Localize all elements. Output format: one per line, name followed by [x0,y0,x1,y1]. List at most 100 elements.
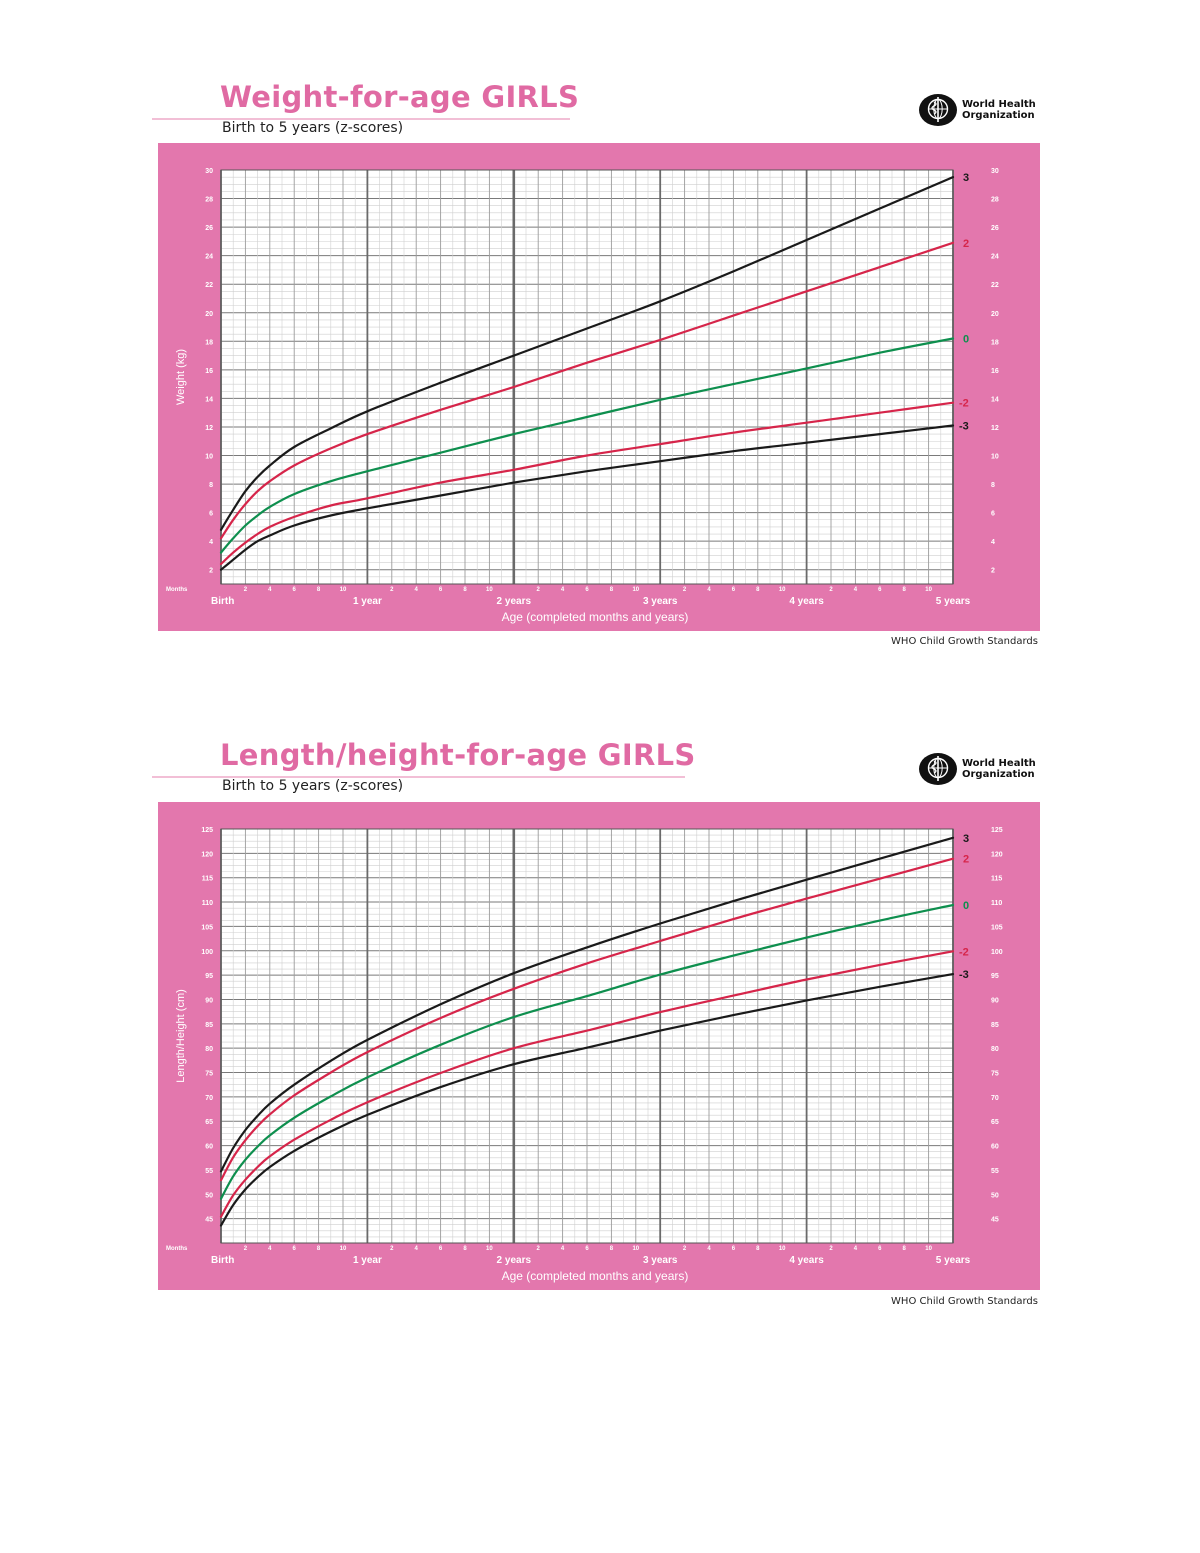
month-tick-label: 10 [340,587,347,593]
month-tick-label: 6 [732,587,736,593]
org-name-line2: Organization [962,769,1035,780]
z-score-label: -2 [959,946,969,958]
y-tick-label-left: 110 [202,900,213,907]
y-tick-label-left: 100 [201,949,213,956]
year-tick-label: 5 years [936,1255,971,1266]
z-score-label: 0 [963,900,969,912]
y-axis-label: Length/Height (cm) [175,989,187,1083]
footer-credit: WHO Child Growth Standards [891,636,1038,647]
month-tick-label: 2 [390,1246,394,1252]
z-score-line-3 [219,836,955,1173]
month-tick-label: 8 [903,587,907,593]
month-tick-label: 8 [317,1246,321,1252]
month-tick-label: 2 [537,1246,541,1252]
month-tick-label: 2 [683,587,687,593]
y-tick-label-right: 2 [991,568,995,575]
month-tick-label: 6 [585,1246,589,1252]
y-tick-label-left: 45 [205,1217,213,1224]
y-tick-label-right: 60 [991,1144,999,1151]
month-tick-label: 2 [390,587,394,593]
y-tick-label-left: 125 [201,827,213,834]
y-tick-label-left: 4 [209,539,213,546]
z-score-label: 2 [963,238,969,250]
y-tick-label-left: 120 [201,851,213,858]
grid [220,169,954,585]
y-tick-label-right: 22 [991,282,999,289]
z-score-line-0 [219,903,955,1200]
z-score-line--3 [219,973,955,1227]
y-tick-label-right: 90 [991,997,999,1004]
y-tick-label-right: 55 [991,1168,999,1175]
month-tick-label: 8 [463,587,467,593]
z-score-label: -3 [959,969,969,981]
y-tick-label-left: 20 [205,311,213,318]
y-tick-label-left: 16 [205,368,213,375]
y-tick-label-left: 115 [202,876,213,883]
chart-subtitle: Birth to 5 years (z-scores) [222,778,404,794]
y-tick-label-right: 120 [991,851,1003,858]
z-score-label: 2 [963,854,969,866]
title-underline [152,776,685,778]
z-score-label: 3 [963,833,969,845]
org-name-line1: World Health [962,758,1036,769]
month-tick-label: 4 [561,1246,565,1252]
y-tick-label-right: 8 [991,482,995,489]
y-tick-label-right: 70 [991,1095,999,1102]
y-tick-label-right: 24 [991,254,999,261]
year-tick-label: 2 years [497,596,532,607]
y-tick-label-right: 45 [991,1217,999,1224]
z-score-label: 3 [963,172,969,184]
y-tick-label-left: 60 [205,1144,213,1151]
month-tick-label: 6 [439,587,443,593]
y-tick-label-left: 50 [205,1192,213,1199]
chart-subtitle: Birth to 5 years (z-scores) [222,120,404,136]
y-tick-label-left: 85 [205,1022,213,1029]
y-tick-label-left: 2 [209,568,213,575]
month-tick-label: 4 [561,587,565,593]
year-tick-label: Birth [211,596,234,607]
y-tick-label-right: 30 [991,168,999,175]
y-tick-label-right: 105 [991,924,1003,931]
year-tick-label: 3 years [643,596,678,607]
z-score-line--3 [219,424,955,571]
month-tick-label: 4 [854,587,858,593]
y-tick-label-right: 115 [991,876,1002,883]
plot-border [220,828,954,1244]
y-tick-label-left: 75 [205,1071,213,1078]
month-tick-label: 2 [829,587,833,593]
plot-border [220,169,954,585]
y-tick-label-left: 6 [209,511,213,518]
month-tick-label: 2 [829,1246,833,1252]
y-tick-label-left: 55 [205,1168,213,1175]
who-logo: World Health Organization [918,752,1036,786]
y-tick-label-left: 12 [205,425,213,432]
y-tick-label-right: 65 [991,1119,999,1126]
who-emblem-icon [919,94,957,126]
month-tick-label: 2 [244,587,248,593]
y-tick-label-right: 12 [991,425,999,432]
y-tick-label-left: 80 [205,1046,213,1053]
month-tick-label: 4 [854,1246,858,1252]
y-tick-label-left: 105 [201,924,213,931]
month-tick-label: 8 [610,587,614,593]
y-axis-ticks: 45 45 50 50 55 55 60 60 65 65 70 70 75 75 80 80 85 85 90 90… [201,827,1002,1224]
year-tick-label: 1 year [353,1255,382,1266]
y-tick-label-right: 20 [991,311,999,318]
year-tick-label: Birth [211,1255,234,1266]
title-underline [152,118,570,120]
z-score-line-3 [219,176,955,531]
months-label: Months [166,587,188,593]
x-axis-ticks: Months 2 4 6 8 10 2 4 6 8 10 2 4 6 8 10 2 4 6 8 10 2 4 6 8 10 Birt… [166,1246,971,1266]
year-tick-label: 3 years [643,1255,678,1266]
month-tick-label: 6 [293,1246,297,1252]
z-score-label: -3 [959,421,969,433]
month-tick-label: 4 [707,1246,711,1252]
month-tick-label: 8 [317,587,321,593]
year-tick-label: 2 years [497,1255,532,1266]
y-tick-label-right: 100 [991,949,1003,956]
y-tick-label-left: 65 [205,1119,213,1126]
y-tick-label-right: 4 [991,539,995,546]
